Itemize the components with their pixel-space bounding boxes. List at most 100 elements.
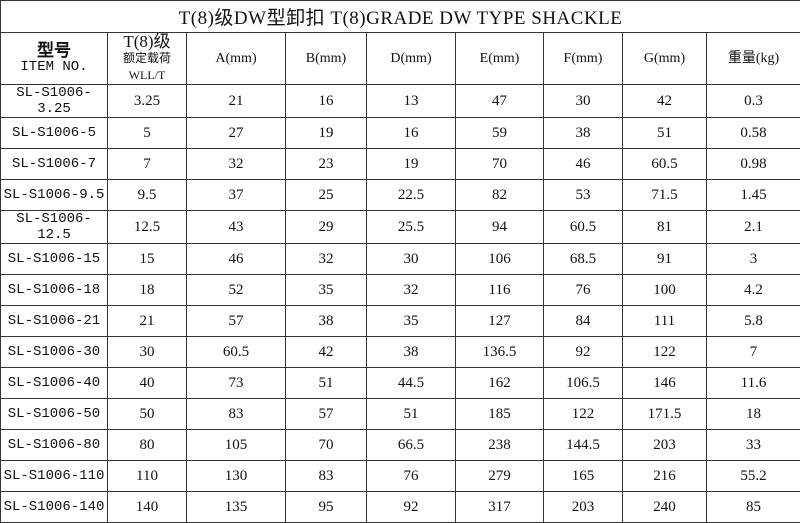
value-cell: 66.5 (367, 430, 456, 461)
value-cell: 130 (187, 461, 286, 492)
value-cell: 5.8 (707, 306, 800, 337)
value-cell: 37 (187, 180, 286, 211)
value-cell: 70 (456, 149, 544, 180)
value-cell: 0.58 (707, 118, 800, 149)
value-cell: 51 (367, 399, 456, 430)
value-cell: 70 (286, 430, 367, 461)
item-no-cell: SL-S1006-30 (1, 337, 108, 368)
value-cell: 127 (456, 306, 544, 337)
value-cell: 32 (286, 244, 367, 275)
value-cell: 73 (187, 368, 286, 399)
value-cell: 162 (456, 368, 544, 399)
value-cell: 122 (544, 399, 623, 430)
value-cell: 32 (187, 149, 286, 180)
value-cell: 25 (286, 180, 367, 211)
value-cell: 42 (286, 337, 367, 368)
value-cell: 18 (108, 275, 187, 306)
value-cell: 30 (108, 337, 187, 368)
item-no-cell: SL-S1006-5 (1, 118, 108, 149)
value-cell: 7 (108, 149, 187, 180)
value-cell: 83 (187, 399, 286, 430)
item-no-cell: SL-S1006-80 (1, 430, 108, 461)
value-cell: 94 (456, 211, 544, 244)
header-wll-label: 额定载荷WLL/T (108, 50, 186, 84)
value-cell: 13 (367, 85, 456, 118)
value-cell: 71.5 (623, 180, 707, 211)
value-cell: 144.5 (544, 430, 623, 461)
value-cell: 19 (367, 149, 456, 180)
item-no-cell: SL-S1006-40 (1, 368, 108, 399)
value-cell: 0.3 (707, 85, 800, 118)
item-no-cell: SL-S1006-15 (1, 244, 108, 275)
value-cell: 16 (367, 118, 456, 149)
header-item-no: 型号 ITEM NO. (1, 33, 108, 85)
value-cell: 16 (286, 85, 367, 118)
value-cell: 35 (367, 306, 456, 337)
value-cell: 60.5 (544, 211, 623, 244)
header-item-en: ITEM NO. (1, 59, 107, 76)
item-no-cell: SL-S1006-12.5 (1, 211, 108, 244)
value-cell: 135 (187, 492, 286, 523)
value-cell: 203 (544, 492, 623, 523)
value-cell: 2.1 (707, 211, 800, 244)
value-cell: 136.5 (456, 337, 544, 368)
header-wll: T(8)级 额定载荷WLL/T (108, 33, 187, 85)
value-cell: 110 (108, 461, 187, 492)
value-cell: 15 (108, 244, 187, 275)
value-cell: 29 (286, 211, 367, 244)
value-cell: 43 (187, 211, 286, 244)
value-cell: 92 (367, 492, 456, 523)
value-cell: 83 (286, 461, 367, 492)
value-cell: 279 (456, 461, 544, 492)
value-cell: 51 (286, 368, 367, 399)
value-cell: 22.5 (367, 180, 456, 211)
header-col: E(mm) (456, 33, 544, 85)
value-cell: 30 (544, 85, 623, 118)
value-cell: 46 (544, 149, 623, 180)
value-cell: 80 (108, 430, 187, 461)
value-cell: 18 (707, 399, 800, 430)
value-cell: 165 (544, 461, 623, 492)
value-cell: 3.25 (108, 85, 187, 118)
value-cell: 35 (286, 275, 367, 306)
value-cell: 40 (108, 368, 187, 399)
value-cell: 57 (187, 306, 286, 337)
header-col: B(mm) (286, 33, 367, 85)
value-cell: 27 (187, 118, 286, 149)
item-no-cell: SL-S1006-3.25 (1, 85, 108, 118)
value-cell: 82 (456, 180, 544, 211)
value-cell: 7 (707, 337, 800, 368)
value-cell: 317 (456, 492, 544, 523)
value-cell: 111 (623, 306, 707, 337)
header-col: G(mm) (623, 33, 707, 85)
value-cell: 216 (623, 461, 707, 492)
value-cell: 92 (544, 337, 623, 368)
item-no-cell: SL-S1006-7 (1, 149, 108, 180)
value-cell: 60.5 (187, 337, 286, 368)
value-cell: 32 (367, 275, 456, 306)
header-col: A(mm) (187, 33, 286, 85)
value-cell: 55.2 (707, 461, 800, 492)
value-cell: 9.5 (108, 180, 187, 211)
header-col: 重量(kg) (707, 33, 800, 85)
value-cell: 38 (286, 306, 367, 337)
value-cell: 106.5 (544, 368, 623, 399)
value-cell: 38 (367, 337, 456, 368)
item-no-cell: SL-S1006-140 (1, 492, 108, 523)
value-cell: 51 (623, 118, 707, 149)
value-cell: 116 (456, 275, 544, 306)
header-item-cn: 型号 (1, 42, 107, 59)
value-cell: 23 (286, 149, 367, 180)
item-no-cell: SL-S1006-21 (1, 306, 108, 337)
header-col: D(mm) (367, 33, 456, 85)
